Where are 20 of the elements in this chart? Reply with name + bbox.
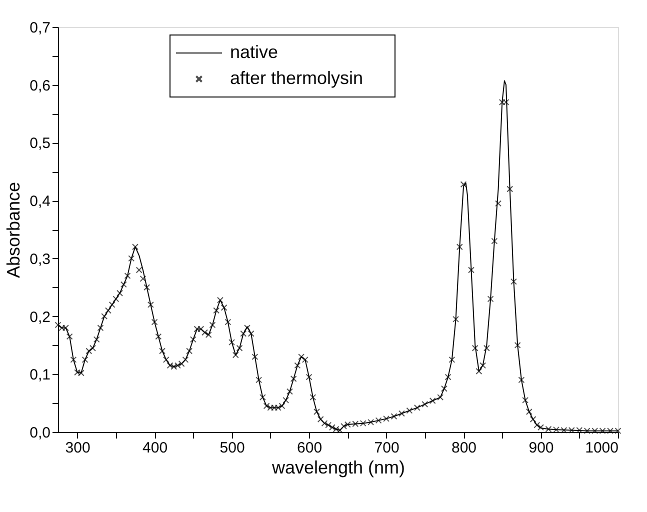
x-tick-label: 400: [142, 440, 168, 456]
x-tick-label: 800: [452, 440, 477, 456]
x-axis-title: wavelength (nm): [270, 458, 406, 478]
y-tick-label: 0,2: [30, 308, 50, 326]
x-tick-label: 1000: [585, 440, 618, 456]
y-axis-title: Absorbance: [4, 182, 24, 278]
y-tick-label: 0,6: [30, 77, 50, 94]
x-tick-label: 700: [374, 440, 400, 456]
x-tick-label: 900: [528, 440, 554, 456]
x-tick-label: 500: [220, 440, 245, 456]
y-tick-label: 0,7: [30, 20, 50, 36]
legend-label: after thermolysin: [230, 68, 364, 88]
x-tick-label: 600: [297, 440, 322, 456]
y-tick-label: 0,0: [30, 424, 50, 442]
legend-label: native: [230, 42, 278, 62]
y-tick-label: 0,5: [30, 135, 50, 152]
x-tick-label: 300: [65, 440, 90, 456]
y-tick-label: 0,4: [30, 193, 50, 210]
y-tick-label: 0,1: [30, 366, 50, 384]
y-tick-label: 0,3: [30, 250, 50, 268]
